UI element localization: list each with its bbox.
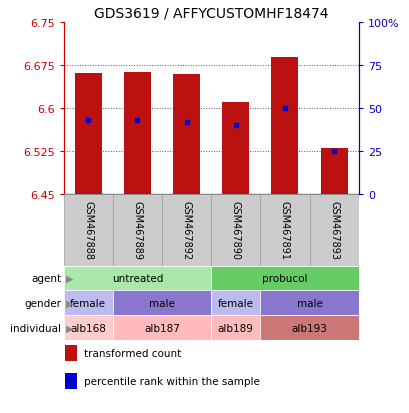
Bar — [74, 74, 101, 194]
Bar — [211, 266, 358, 290]
Bar — [63, 194, 112, 266]
Text: untreated: untreated — [111, 273, 163, 283]
Bar — [65, 345, 76, 361]
Text: alb189: alb189 — [217, 323, 253, 333]
Text: individual: individual — [11, 323, 61, 333]
Bar — [63, 266, 211, 290]
Text: GSM467890: GSM467890 — [230, 201, 240, 260]
Bar — [65, 373, 76, 389]
Bar — [112, 316, 211, 340]
Text: female: female — [70, 298, 106, 308]
Text: GSM467888: GSM467888 — [83, 201, 93, 260]
Text: agent: agent — [31, 273, 61, 283]
Text: female: female — [217, 298, 253, 308]
Text: GSM467891: GSM467891 — [279, 201, 289, 260]
Text: probucol: probucol — [262, 273, 307, 283]
Bar — [260, 194, 309, 266]
Bar — [260, 290, 358, 316]
Bar — [211, 290, 260, 316]
Text: transformed count: transformed count — [84, 348, 181, 358]
Bar — [260, 316, 358, 340]
Bar — [112, 194, 162, 266]
Text: GSM467892: GSM467892 — [181, 201, 191, 260]
Bar — [320, 148, 347, 194]
Bar — [222, 103, 249, 194]
Bar — [112, 290, 211, 316]
Text: alb187: alb187 — [144, 323, 180, 333]
Text: ▶: ▶ — [65, 323, 73, 333]
Text: GSM467889: GSM467889 — [132, 201, 142, 260]
Bar — [63, 290, 112, 316]
Text: male: male — [296, 298, 322, 308]
Bar — [271, 58, 298, 194]
Text: alb168: alb168 — [70, 323, 106, 333]
Bar — [124, 72, 151, 194]
Text: male: male — [148, 298, 175, 308]
Bar — [63, 316, 112, 340]
Text: gender: gender — [25, 298, 61, 308]
Bar — [211, 194, 260, 266]
Text: GSM467893: GSM467893 — [328, 201, 338, 260]
Text: percentile rank within the sample: percentile rank within the sample — [84, 376, 259, 386]
Text: ▶: ▶ — [65, 298, 73, 308]
Bar — [211, 316, 260, 340]
Bar — [162, 194, 211, 266]
Title: GDS3619 / AFFYCUSTOMHF18474: GDS3619 / AFFYCUSTOMHF18474 — [94, 6, 328, 20]
Bar — [309, 194, 358, 266]
Text: ▶: ▶ — [65, 273, 73, 283]
Text: alb193: alb193 — [291, 323, 327, 333]
Bar — [173, 75, 200, 194]
